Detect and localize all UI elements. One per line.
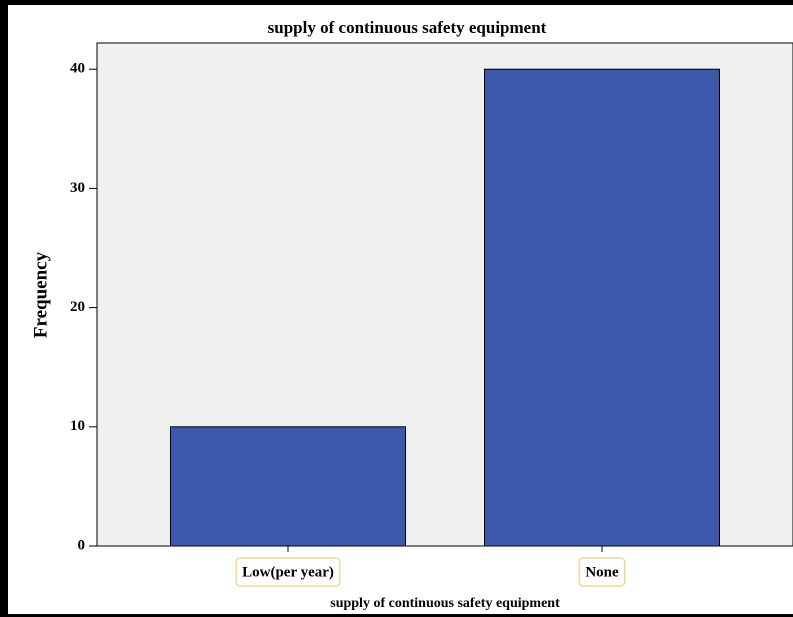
y-tick-label: 10 <box>70 418 85 434</box>
frame-left <box>0 0 8 617</box>
y-tick-label: 30 <box>70 180 85 196</box>
x-axis-label: supply of continuous safety equipment <box>330 596 560 611</box>
x-tick-label-box <box>578 557 626 587</box>
y-tick-label: 0 <box>78 537 86 553</box>
bar <box>170 426 406 547</box>
chart-title: supply of continuous safety equipment <box>268 18 547 37</box>
frame-bottom <box>0 614 793 617</box>
x-tick-label-box <box>235 557 341 587</box>
y-tick-label: 40 <box>70 61 85 77</box>
x-tick-label: None <box>585 564 619 580</box>
bar <box>484 68 720 547</box>
y-tick-label: 20 <box>70 299 85 315</box>
frame-top <box>0 0 793 5</box>
x-tick-label: Low(per year) <box>242 564 334 580</box>
y-axis-label: Frequency <box>30 251 51 338</box>
